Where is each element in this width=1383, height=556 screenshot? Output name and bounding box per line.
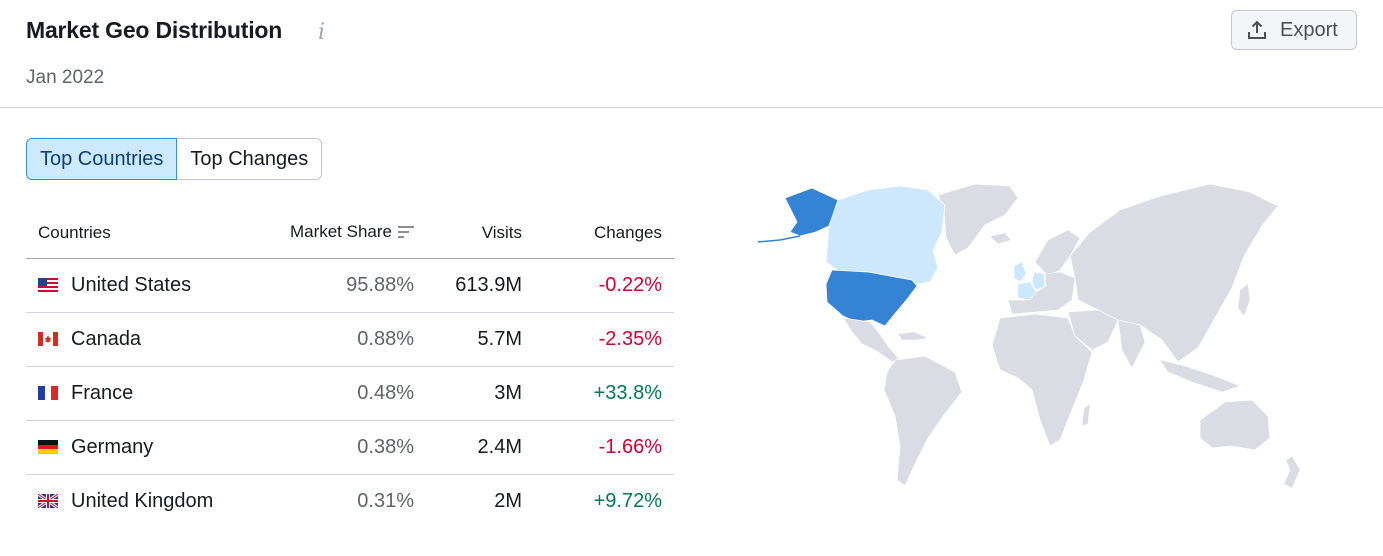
table-row[interactable]: United Kingdom 0.31% 2M +9.72%: [26, 474, 674, 528]
ca-flag-icon: [38, 332, 58, 346]
visits-value: 613.9M: [426, 258, 534, 313]
change-value: -1.66%: [534, 420, 674, 475]
change-value: +9.72%: [593, 489, 662, 512]
gb-flag-icon: [38, 494, 58, 509]
visits-value: 3M: [426, 366, 534, 421]
table-header-row: Countries Market Share Visits Changes: [26, 208, 674, 259]
market-share-value: 0.31%: [357, 489, 414, 512]
view-tabs: Top Countries Top Changes: [26, 138, 323, 180]
market-share-value: 0.38%: [266, 420, 426, 475]
table-row[interactable]: Germany 0.38% 2.4M -1.66%: [26, 420, 674, 475]
export-button[interactable]: Export: [1231, 10, 1357, 50]
date-subtitle: Jan 2022: [26, 67, 105, 88]
market-share-value: 95.88%: [266, 258, 426, 313]
map-region-aleutians[interactable]: [757, 235, 801, 243]
map-region-madagascar[interactable]: [1081, 403, 1091, 427]
visits-value: 5.7M: [426, 312, 534, 367]
map-region-australia[interactable]: [1199, 399, 1271, 451]
map-region-caribbean[interactable]: [897, 331, 929, 341]
change-value: +33.8%: [534, 366, 674, 421]
visits-value: 2M: [494, 489, 522, 512]
market-share-column-header[interactable]: Market Share: [266, 208, 426, 259]
country-name[interactable]: Canada: [71, 327, 142, 350]
map-region-germany[interactable]: [1031, 271, 1046, 291]
map-region-new-zealand[interactable]: [1283, 455, 1301, 489]
country-name[interactable]: Germany: [71, 435, 154, 458]
map-region-japan[interactable]: [1237, 283, 1251, 317]
change-value: -2.35%: [534, 312, 674, 367]
upload-icon: [1246, 19, 1268, 41]
fr-flag-icon: [38, 386, 58, 400]
visits-column-header[interactable]: Visits: [426, 208, 534, 259]
export-label: Export: [1280, 18, 1338, 41]
map-region-southeast-asia[interactable]: [1159, 359, 1241, 393]
map-region-greenland[interactable]: [937, 183, 1019, 256]
map-region-africa[interactable]: [991, 313, 1093, 447]
us-flag-icon: [38, 278, 58, 292]
map-region-central-america[interactable]: [842, 317, 901, 363]
map-region-europe[interactable]: [1007, 271, 1076, 315]
countries-column-header: Countries: [26, 208, 266, 259]
map-region-south-america[interactable]: [883, 355, 963, 487]
widget-title: Market Geo Distribution: [26, 17, 283, 43]
de-flag-icon: [38, 440, 58, 454]
sort-descending-icon[interactable]: [398, 224, 414, 244]
map-region-alaska[interactable]: [784, 187, 839, 237]
country-name[interactable]: United States: [71, 273, 192, 296]
map-region-united-states[interactable]: [825, 269, 918, 327]
market-share-value: 0.88%: [266, 312, 426, 367]
change-value: -0.22%: [534, 258, 674, 313]
country-name[interactable]: United Kingdom: [71, 489, 214, 512]
table-row[interactable]: United States 95.88% 613.9M -0.22%: [26, 258, 674, 313]
map-region-india[interactable]: [1117, 319, 1146, 369]
table-row[interactable]: Canada 0.88% 5.7M -2.35%: [26, 312, 674, 367]
widget-header: Market Geo Distribution i Jan 2022 Expor…: [0, 0, 1383, 108]
market-share-value: 0.48%: [266, 366, 426, 421]
tab-top-changes[interactable]: Top Changes: [177, 138, 323, 180]
map-region-canada[interactable]: [825, 185, 946, 286]
map-region-iceland[interactable]: [989, 232, 1012, 245]
table-row[interactable]: France 0.48% 3M +33.8%: [26, 366, 674, 421]
countries-table: Countries Market Share Visits Changes Un…: [26, 208, 674, 528]
map-region-united-kingdom[interactable]: [1013, 261, 1027, 283]
country-name[interactable]: France: [71, 381, 134, 404]
visits-value: 2.4M: [426, 420, 534, 475]
info-icon[interactable]: i: [318, 20, 326, 45]
changes-column-header[interactable]: Changes: [534, 208, 674, 259]
world-map: [757, 183, 1301, 489]
tab-top-countries[interactable]: Top Countries: [26, 138, 178, 180]
